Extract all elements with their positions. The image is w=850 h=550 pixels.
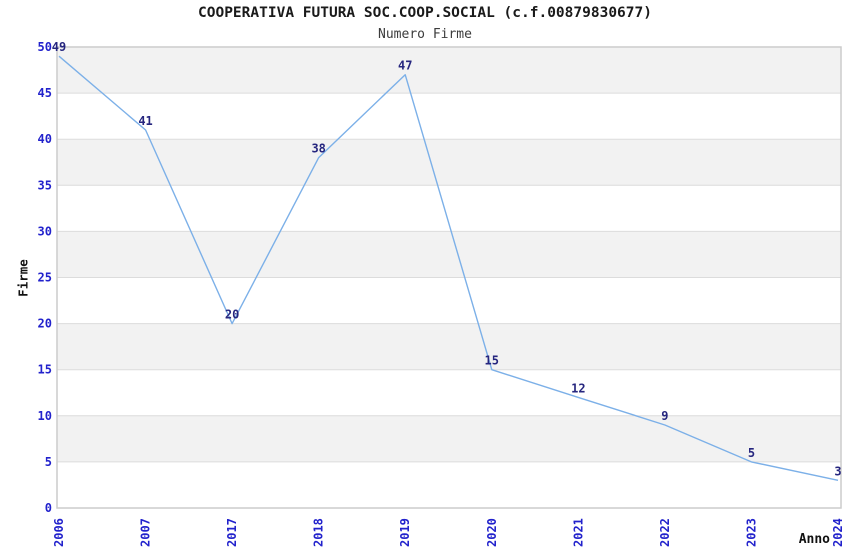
svg-text:12: 12 [571,381,585,395]
svg-text:10: 10 [38,409,52,423]
svg-text:45: 45 [38,86,52,100]
data-labels: 49 41 20 38 47 15 12 9 5 3 [52,40,842,478]
svg-text:2007: 2007 [139,518,153,547]
x-tick-labels: 2006 2007 2017 2018 2019 2020 2021 2022 2023 2024 [52,518,845,547]
svg-text:0: 0 [45,501,52,515]
svg-text:2006: 2006 [52,518,66,547]
y-tick-labels: 0 5 10 15 20 25 30 35 40 45 50 [38,40,52,515]
svg-text:49: 49 [52,40,66,54]
svg-text:38: 38 [311,142,325,156]
svg-text:9: 9 [661,409,668,423]
chart-title: COOPERATIVA FUTURA SOC.COOP.SOCIAL (c.f.… [198,5,652,21]
svg-text:2022: 2022 [658,518,672,547]
grid-bands [57,47,841,462]
svg-text:2023: 2023 [744,518,758,547]
plot-border [56,46,842,509]
svg-text:41: 41 [138,114,152,128]
svg-text:5: 5 [748,446,755,460]
svg-text:2017: 2017 [225,518,239,547]
series-line [58,55,839,481]
svg-text:40: 40 [38,132,52,146]
svg-text:15: 15 [38,363,52,377]
svg-text:20: 20 [225,308,239,322]
svg-text:50: 50 [38,40,52,54]
svg-text:35: 35 [38,178,52,192]
svg-text:3: 3 [834,464,841,478]
svg-text:47: 47 [398,59,412,73]
chart-subtitle: Numero Firme [378,27,472,42]
svg-text:30: 30 [38,224,52,238]
x-axis-title: Anno [798,532,830,547]
svg-text:20: 20 [38,317,52,331]
svg-text:2020: 2020 [485,518,499,547]
svg-text:5: 5 [45,455,52,469]
svg-text:2024: 2024 [831,518,845,547]
svg-text:2021: 2021 [571,518,585,547]
svg-text:25: 25 [38,271,52,285]
svg-text:2019: 2019 [398,518,412,547]
svg-text:2018: 2018 [312,518,326,547]
svg-text:15: 15 [485,354,499,368]
